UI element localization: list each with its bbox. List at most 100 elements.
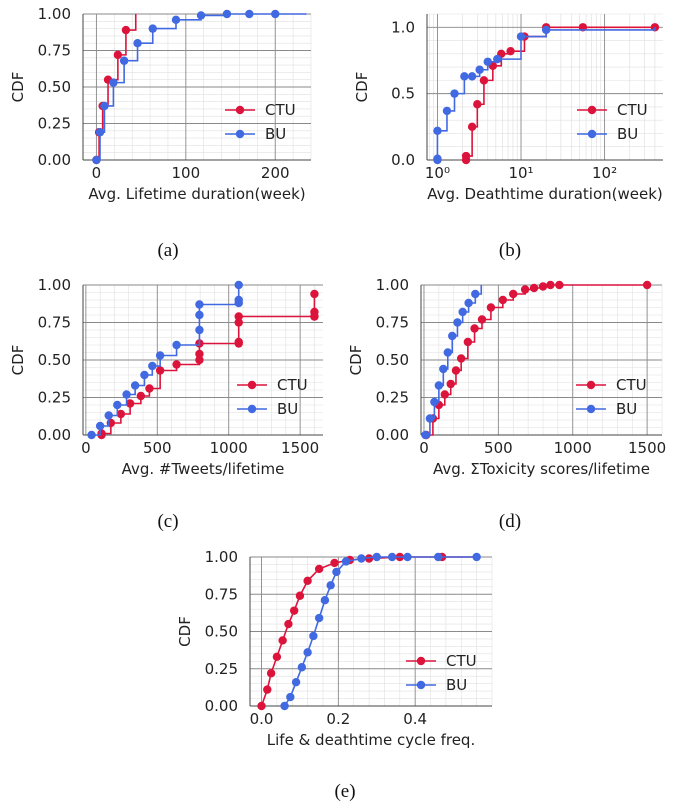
x-tick-label: 0.0 xyxy=(250,710,274,728)
legend-marker-ctu xyxy=(247,380,257,390)
data-point xyxy=(104,411,113,420)
data-point xyxy=(448,331,457,341)
x-tick-label: 10² xyxy=(592,164,617,182)
x-axis-label: Avg. Lifetime duration(week) xyxy=(88,185,305,203)
y-tick-label: 0.75 xyxy=(38,314,71,332)
data-point xyxy=(295,591,305,600)
legend-label-bu: BU xyxy=(617,125,638,143)
x-tick-label: 1500 xyxy=(628,439,666,457)
x-tick-label: 200 xyxy=(261,164,290,182)
data-point xyxy=(109,78,118,87)
y-tick-label: 0.00 xyxy=(38,151,71,169)
data-point xyxy=(463,337,473,347)
legend-marker-bu xyxy=(247,404,257,414)
data-point xyxy=(122,390,131,399)
data-point xyxy=(136,391,146,401)
data-point xyxy=(450,89,459,98)
y-tick-label: 1.00 xyxy=(38,276,71,294)
data-point xyxy=(148,24,157,33)
x-tick-label: 500 xyxy=(143,439,172,457)
data-point xyxy=(472,552,481,562)
data-point xyxy=(473,100,482,109)
x-axis-label: Avg. Deathtime duration(week) xyxy=(427,185,663,203)
x-tick-label: 10⁰ xyxy=(425,164,450,182)
x-tick-label: 1000 xyxy=(554,439,592,457)
legend-label-ctu: CTU xyxy=(277,376,308,394)
data-point xyxy=(493,54,502,64)
data-point xyxy=(442,106,452,116)
data-point xyxy=(310,289,319,299)
data-point xyxy=(440,390,450,399)
y-tick-label: 1.00 xyxy=(376,276,409,294)
x-tick-label: 0 xyxy=(81,439,91,457)
data-point xyxy=(171,15,181,25)
x-tick-label: 0 xyxy=(419,439,429,457)
data-point xyxy=(195,355,204,365)
series-bu xyxy=(92,9,307,165)
data-point xyxy=(387,552,397,562)
legend-marker-bu xyxy=(587,129,597,139)
data-point xyxy=(291,677,301,687)
y-tick-label: 0.50 xyxy=(38,78,71,96)
data-point xyxy=(433,154,442,163)
data-point xyxy=(272,652,282,662)
y-tick-label: 1.00 xyxy=(38,5,71,23)
x-tick-label: 0 xyxy=(92,164,102,182)
data-point xyxy=(546,280,555,290)
legend-marker-ctu xyxy=(587,105,597,115)
data-point xyxy=(456,354,466,363)
data-point xyxy=(341,557,351,566)
data-point xyxy=(483,57,492,66)
data-point xyxy=(155,351,165,360)
subfigure-caption: (d) xyxy=(499,511,521,532)
data-point xyxy=(453,318,462,327)
legend: CTU BU xyxy=(237,376,308,418)
data-point xyxy=(443,348,452,357)
y-axis-label: CDF xyxy=(347,345,365,376)
y-tick-label: 0.75 xyxy=(376,314,409,332)
chart-b: 10⁰ 10¹ 10² 0.0 0.5 1.0 Avg. Deathtime duratio… xyxy=(353,13,663,261)
data-point xyxy=(471,289,480,299)
subfigure-caption: (c) xyxy=(157,511,178,532)
data-point xyxy=(297,663,307,672)
y-axis-label: CDF xyxy=(353,72,371,103)
y-tick-label: 0.00 xyxy=(38,426,71,444)
data-point xyxy=(303,648,312,657)
y-tick-label: 0.00 xyxy=(205,697,238,715)
data-point xyxy=(467,122,477,132)
y-tick-label: 1.00 xyxy=(205,548,238,566)
y-tick-label: 0.75 xyxy=(38,42,71,60)
data-point xyxy=(475,65,484,74)
data-point xyxy=(541,25,551,35)
data-point xyxy=(92,155,101,165)
data-point xyxy=(461,151,471,161)
data-point xyxy=(538,282,548,291)
data-point xyxy=(113,50,123,60)
y-axis-label: CDF xyxy=(176,616,194,647)
legend-marker-bu xyxy=(416,680,426,690)
data-point xyxy=(119,56,129,65)
chart-d: 0 500 1000 1500 0.00 0.25 0.50 0.75 1.00 Avg. ΣTo… xyxy=(347,276,666,532)
y-tick-label: 0.50 xyxy=(38,351,71,369)
data-point xyxy=(95,128,105,137)
data-point xyxy=(421,430,430,440)
data-point xyxy=(326,581,335,590)
data-point xyxy=(234,312,243,321)
legend-label-bu: BU xyxy=(446,676,467,694)
y-axis-label: CDF xyxy=(9,345,27,376)
y-tick-label: 0.25 xyxy=(376,389,409,407)
data-point xyxy=(464,298,473,308)
data-point xyxy=(234,280,243,290)
series-bu xyxy=(421,285,483,440)
data-point xyxy=(284,619,293,629)
y-tick-label: 0.25 xyxy=(38,115,71,133)
series-bu xyxy=(280,552,481,711)
legend-marker-bu xyxy=(586,404,596,414)
y-tick-label: 0.00 xyxy=(376,426,409,444)
data-point xyxy=(434,552,443,562)
y-tick-label: 0.50 xyxy=(376,351,409,369)
series-bu xyxy=(433,25,656,165)
data-point xyxy=(245,9,254,19)
data-point xyxy=(460,72,469,81)
